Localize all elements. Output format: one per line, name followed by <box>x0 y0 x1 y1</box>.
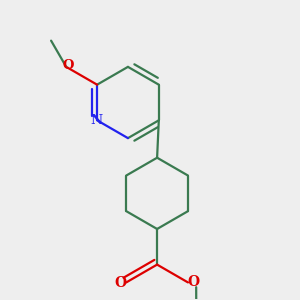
Text: O: O <box>187 275 200 289</box>
Text: O: O <box>115 276 127 290</box>
Text: N: N <box>90 115 103 128</box>
Text: O: O <box>62 59 74 72</box>
